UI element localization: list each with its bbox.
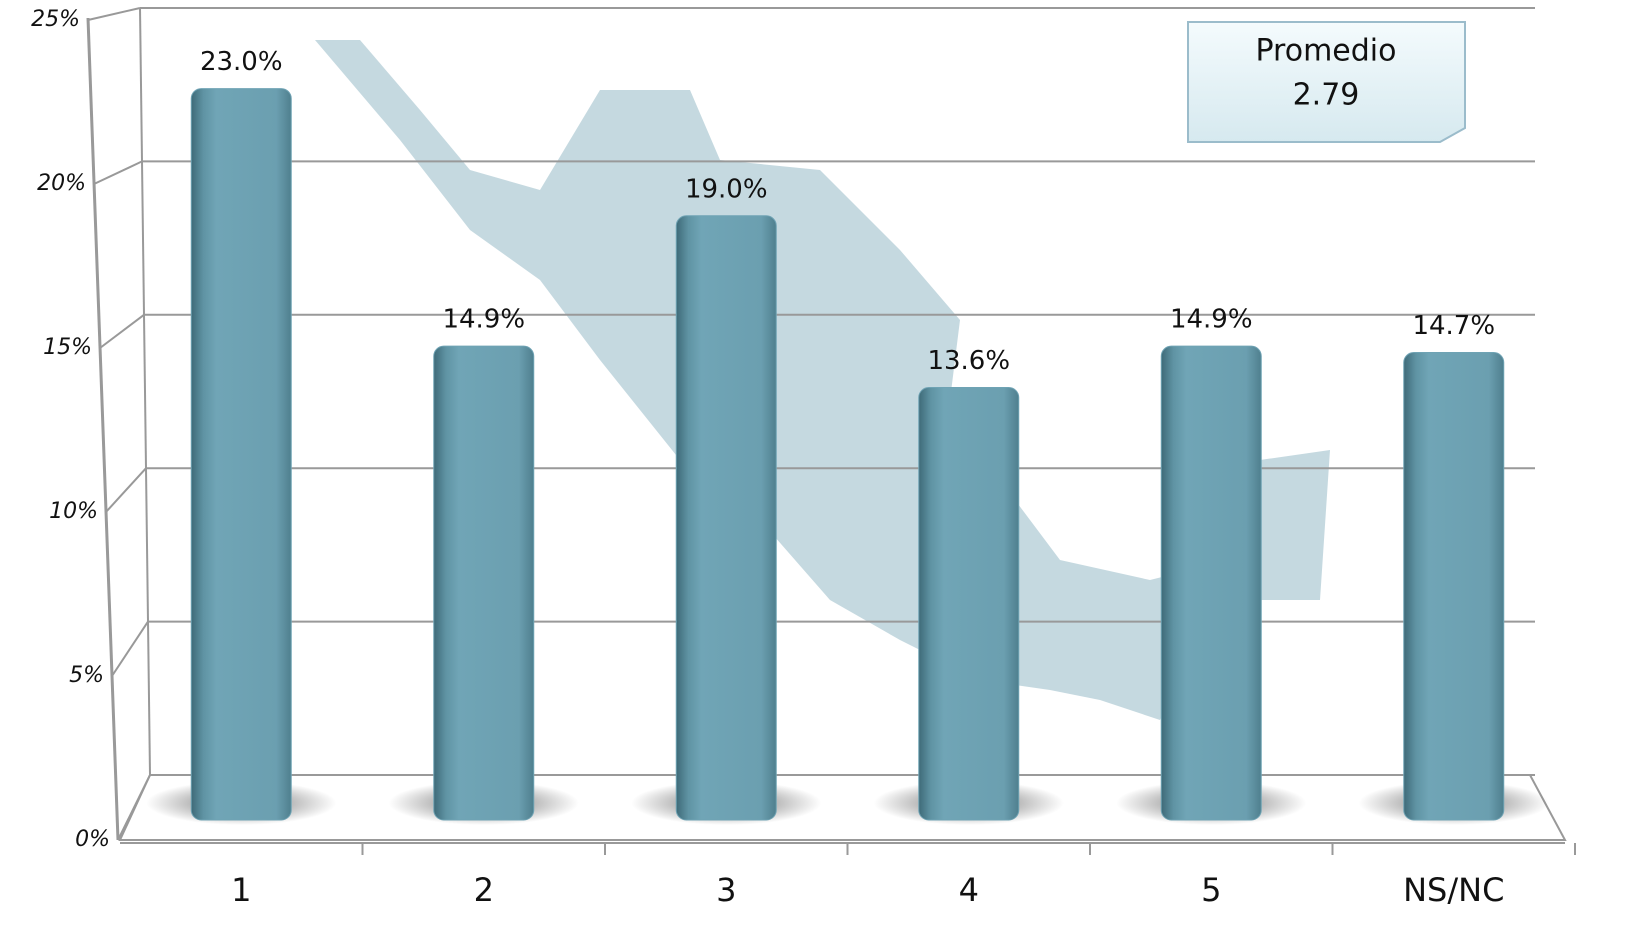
- tick-connector: [117, 774, 151, 841]
- value-label: 14.9%: [442, 305, 525, 335]
- tick-connector: [99, 314, 145, 349]
- y-axis: [86, 17, 120, 841]
- bar: [918, 387, 1020, 821]
- y-tick-label: 0%: [75, 827, 110, 852]
- y-tick-label: 5%: [69, 663, 104, 688]
- value-label: 23.0%: [200, 47, 283, 77]
- y-tick-label: 15%: [43, 335, 92, 360]
- note-box: [1187, 21, 1466, 143]
- bar: [1160, 345, 1262, 821]
- value-label: 14.7%: [1412, 311, 1495, 341]
- bar: [1403, 352, 1505, 821]
- back-axis: [139, 7, 151, 776]
- y-tick-label: 20%: [37, 171, 86, 196]
- bar: [190, 88, 292, 821]
- bar: [433, 345, 535, 821]
- bar: [675, 215, 777, 821]
- tick-connector: [111, 621, 149, 677]
- x-tick-label: 3: [716, 871, 736, 909]
- x-tick-label: 1: [231, 871, 251, 909]
- value-label: 19.0%: [685, 174, 768, 204]
- x-tick-label: 5: [1201, 871, 1221, 909]
- y-tick-label: 10%: [49, 499, 98, 524]
- value-label: 13.6%: [927, 346, 1010, 376]
- note-label: Promedio: [1255, 34, 1396, 69]
- tick-connector: [93, 160, 143, 185]
- value-label: 14.9%: [1170, 305, 1253, 335]
- background-map: [315, 40, 1330, 720]
- y-tick-label: 25%: [31, 7, 80, 32]
- promedio-note: Promedio 2.79: [1187, 21, 1466, 143]
- x-tick-label: 4: [959, 871, 979, 909]
- floor: [118, 774, 1567, 841]
- note-text: 2.79: [1293, 78, 1360, 113]
- tick-connector: [87, 7, 141, 21]
- x-tick-label: NS/NC: [1403, 871, 1504, 909]
- tick-connector: [105, 467, 147, 513]
- x-tick-label: 2: [474, 871, 494, 909]
